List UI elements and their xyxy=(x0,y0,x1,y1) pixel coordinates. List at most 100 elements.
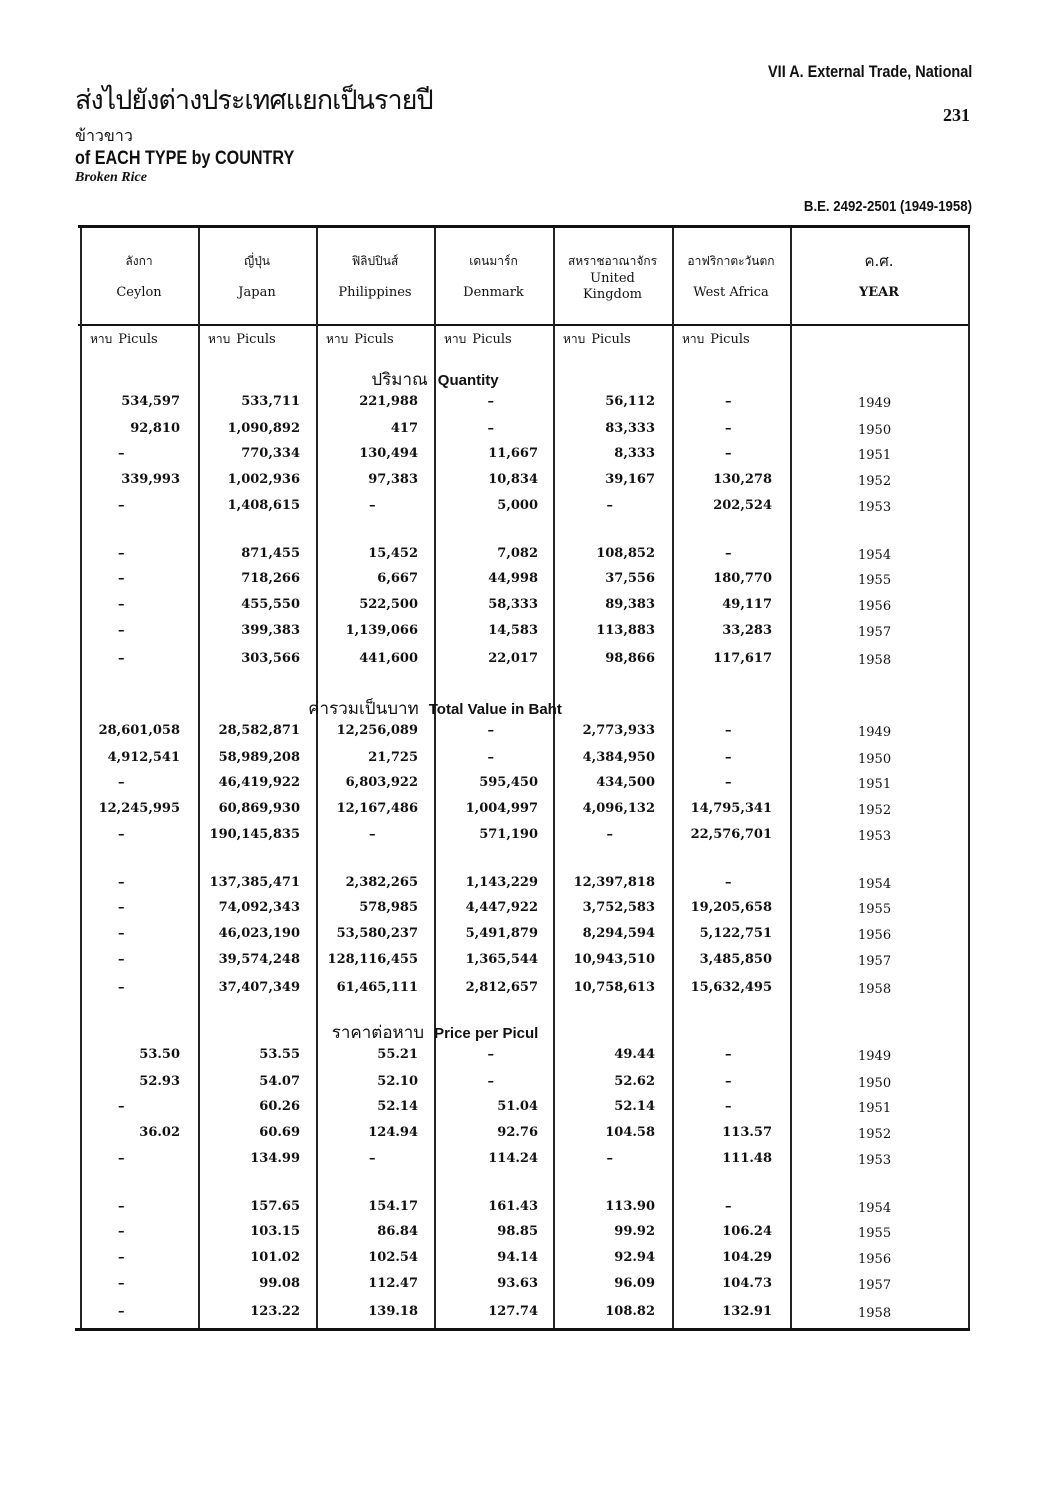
column-header-thai: ญี่ปุ่น xyxy=(243,254,271,268)
unit-thai: หาบ xyxy=(90,332,113,346)
table-cell: 21,725 xyxy=(368,750,418,765)
table-cell: 104.73 xyxy=(722,1276,772,1291)
column-header: เดนมาร์ก Denmark xyxy=(434,253,553,301)
table-cell: 98.85 xyxy=(497,1224,538,1239)
table-cell: 117,617 xyxy=(713,651,772,666)
section-title-english: Price per Picul xyxy=(434,1025,539,1042)
table-cell: 60.69 xyxy=(259,1125,300,1140)
year-cell: 1950 xyxy=(858,423,892,438)
table-cell: 53,580,237 xyxy=(336,926,418,941)
table-cell: – xyxy=(487,421,495,436)
table-cell: 104.29 xyxy=(722,1250,772,1265)
table-cell: – xyxy=(118,546,125,561)
table-cell: – xyxy=(369,498,376,513)
unit-english: Piculs xyxy=(236,332,276,347)
year-cell: 1956 xyxy=(858,928,892,943)
table-cell: 108.82 xyxy=(605,1304,655,1319)
table-cell: 578,985 xyxy=(359,900,418,915)
column-header: อาฟริกาตะวันตก West Africa xyxy=(672,253,790,301)
table-cell: 83,333 xyxy=(605,421,655,436)
unit-label: หาบ Piculs xyxy=(444,330,512,349)
column-header-english: Japan xyxy=(238,285,276,300)
column-header: ค.ศ. YEAR xyxy=(790,253,968,301)
table-cell: – xyxy=(118,900,125,915)
table-cell: – xyxy=(118,875,125,890)
table-cell: 221,988 xyxy=(359,394,418,409)
table-cell: 4,447,922 xyxy=(465,900,538,915)
year-cell: 1954 xyxy=(858,877,892,892)
table-cell: – xyxy=(725,723,732,738)
column-header-english: United Kingdom xyxy=(582,271,643,302)
table-cell: – xyxy=(118,980,125,995)
table-cell: – xyxy=(725,394,732,409)
unit-english: Piculs xyxy=(591,332,631,347)
column-header: ฟิลิปปินส์ Philippines xyxy=(316,253,434,301)
table-cell: 339,993 xyxy=(121,472,180,487)
unit-thai: หาบ xyxy=(208,332,231,346)
table-cell: 22,017 xyxy=(488,651,538,666)
year-cell: 1949 xyxy=(858,1049,892,1064)
year-cell: 1953 xyxy=(858,1153,892,1168)
column-header: สหราชอาณาจักร United Kingdom xyxy=(553,253,672,303)
table-cell: 92.76 xyxy=(497,1125,538,1140)
table-cell: 5,491,879 xyxy=(465,926,538,941)
column-header-thai: ค.ศ. xyxy=(864,252,894,270)
table-cell: 52.93 xyxy=(139,1074,180,1089)
table-cell: 28,601,058 xyxy=(98,723,180,738)
table-cell: – xyxy=(487,394,495,409)
table-cell: 417 xyxy=(390,421,418,436)
section-title-thai: ปริมาณ xyxy=(371,370,428,390)
table-cell: 399,383 xyxy=(241,623,300,638)
table-cell: 1,090,892 xyxy=(227,421,300,436)
section-title-thai: ราคาต่อหาบ xyxy=(331,1023,425,1043)
column-header-english: Ceylon xyxy=(116,285,162,300)
year-cell: 1955 xyxy=(858,1226,892,1241)
year-cell: 1956 xyxy=(858,599,892,614)
column-header-english: Denmark xyxy=(463,285,524,300)
table-cell: 39,574,248 xyxy=(218,952,300,967)
table-cell: 123.22 xyxy=(250,1304,300,1319)
section-title: ปริมาณ Quantity xyxy=(80,366,790,393)
table-cell: 303,566 xyxy=(241,651,300,666)
section-title: ค่ารวมเป็นบาท Total Value in Baht xyxy=(80,695,790,722)
table-cell: 53.55 xyxy=(259,1047,300,1062)
table-cell: 52.10 xyxy=(377,1074,418,1089)
table-cell: – xyxy=(118,827,125,842)
table-cell: 14,583 xyxy=(488,623,538,638)
column-divider xyxy=(316,228,318,1328)
table-cell: – xyxy=(118,926,125,941)
table-cell: 1,408,615 xyxy=(227,498,300,513)
table-cell: 154.17 xyxy=(368,1199,418,1214)
table-cell: 12,397,818 xyxy=(573,875,655,890)
table-cell: 89,383 xyxy=(605,597,655,612)
unit-label: หาบ Piculs xyxy=(326,330,394,349)
year-cell: 1955 xyxy=(858,573,892,588)
table-cell: 22,576,701 xyxy=(690,827,772,842)
section-title-english: Total Value in Baht xyxy=(428,701,562,718)
table-cell: 4,912,541 xyxy=(107,750,180,765)
year-cell: 1958 xyxy=(858,1306,892,1321)
table-cell: 1,365,544 xyxy=(465,952,538,967)
table-cell: 19,205,658 xyxy=(690,900,772,915)
column-divider xyxy=(790,228,792,1328)
year-cell: 1951 xyxy=(858,1101,892,1116)
table-cell: – xyxy=(118,1099,125,1114)
period-label: B.E. 2492-2501 (1949-1958) xyxy=(803,198,972,215)
table-cell: – xyxy=(118,1304,125,1319)
table-cell: 36.02 xyxy=(139,1125,180,1140)
table-cell: 14,795,341 xyxy=(690,801,772,816)
table-cell: 190,145,835 xyxy=(209,827,300,842)
table-cell: 130,278 xyxy=(713,472,772,487)
table-cell: – xyxy=(118,1276,125,1291)
table-cell: – xyxy=(725,1199,732,1214)
table-cell: – xyxy=(606,827,614,842)
table-cell: – xyxy=(118,651,125,666)
table-cell: 1,143,229 xyxy=(465,875,538,890)
table-cell: – xyxy=(725,1099,732,1114)
table-cell: – xyxy=(118,446,125,461)
table-cell: 101.02 xyxy=(250,1250,300,1265)
table-cell: 7,082 xyxy=(497,546,538,561)
section-title: ราคาต่อหาบ Price per Picul xyxy=(80,1019,790,1046)
section-header: VII A. External Trade, National xyxy=(767,62,972,81)
year-cell: 1957 xyxy=(858,625,892,640)
